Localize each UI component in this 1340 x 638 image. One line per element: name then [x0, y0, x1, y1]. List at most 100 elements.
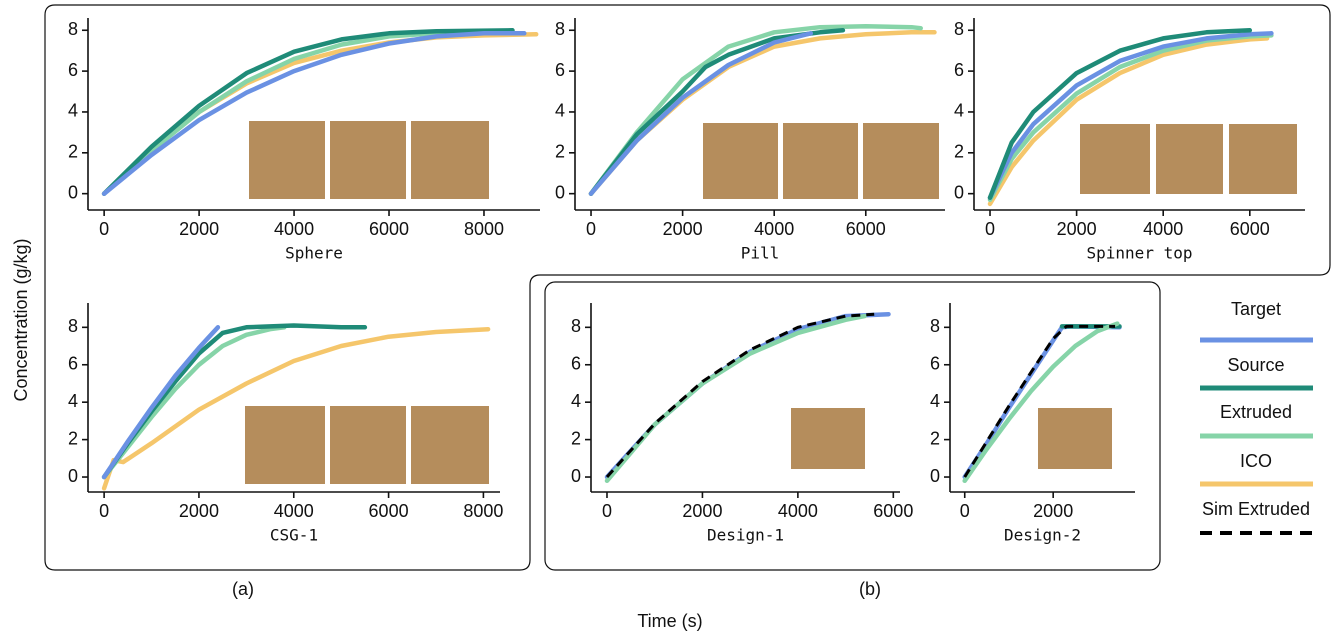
x-tick-label: 4000: [274, 219, 314, 239]
series-line: [987, 31, 1274, 200]
group-a-frame: [44, 4, 1331, 571]
y-tick-label: 4: [571, 391, 581, 411]
series-line: [101, 30, 510, 196]
x-tick-label: 6000: [369, 219, 409, 239]
legend-label: ICO: [1240, 451, 1272, 471]
subplot-label: Design-1: [707, 526, 784, 545]
x-tick-label: 0: [985, 219, 995, 239]
photo: [328, 119, 408, 201]
legend-label: Sim Extruded: [1202, 499, 1310, 519]
group-b-frame: [544, 281, 1161, 571]
x-tick-label: 6000: [846, 219, 886, 239]
y-tick-label: 6: [68, 60, 78, 80]
y-tick-label: 6: [68, 354, 78, 374]
x-tick-label: 0: [586, 219, 596, 239]
x-tick-label: 4000: [754, 219, 794, 239]
y-tick-label: 0: [571, 466, 581, 486]
y-tick-label: 0: [930, 466, 940, 486]
group-label: (a): [232, 579, 254, 599]
y-tick-label: 2: [555, 142, 565, 162]
y-tick-label: 8: [954, 19, 964, 39]
series-line: [101, 326, 491, 491]
series-line: [101, 28, 515, 196]
photo: [409, 119, 491, 201]
subplot-label: CSG-1: [270, 526, 318, 545]
y-tick-label: 6: [571, 354, 581, 374]
photo: [701, 121, 780, 201]
series-line: [101, 31, 527, 196]
y-tick-label: 0: [954, 182, 964, 202]
photos: [243, 119, 1299, 486]
x-tick-label: 2000: [663, 219, 703, 239]
photo: [789, 406, 867, 471]
series-line: [604, 313, 867, 484]
x-tick-label: 2000: [179, 501, 219, 521]
x-tick-label: 8000: [464, 219, 504, 239]
x-tick-label: 0: [99, 501, 109, 521]
series-line: [588, 31, 814, 196]
photo: [781, 121, 860, 201]
subplot-label: Design-2: [1004, 526, 1081, 545]
photo: [1154, 122, 1225, 196]
y-tick-label: 8: [68, 316, 78, 336]
subplot-label: Spinner top: [1087, 244, 1193, 263]
y-tick-label: 2: [68, 428, 78, 448]
x-tick-label: 2000: [1057, 219, 1097, 239]
x-tick-label: 2000: [1033, 501, 1073, 521]
y-tick-label: 4: [930, 391, 940, 411]
y-tick-label: 4: [555, 101, 565, 121]
photo: [1036, 406, 1114, 471]
y-tick-label: 0: [68, 466, 78, 486]
series-line: [962, 321, 1120, 484]
legend-label: Target: [1231, 299, 1281, 319]
photo: [409, 404, 491, 486]
y-tick-label: 6: [930, 354, 940, 374]
y-tick-label: 8: [68, 19, 78, 39]
y-tick-label: 0: [68, 182, 78, 202]
y-tick-label: 4: [68, 101, 78, 121]
series-line: [987, 36, 1270, 207]
x-tick-label: 4000: [778, 501, 818, 521]
x-tick-label: 6000: [369, 501, 409, 521]
x-tick-label: 4000: [274, 501, 314, 521]
x-tick-label: 6000: [873, 501, 913, 521]
x-tick-label: 0: [602, 501, 612, 521]
y-tick-label: 6: [555, 60, 565, 80]
y-tick-label: 2: [954, 142, 964, 162]
y-tick-label: 4: [68, 391, 78, 411]
x-axis-label: Time (s): [637, 611, 702, 631]
y-tick-label: 8: [555, 19, 565, 39]
legend-label: Source: [1227, 355, 1284, 375]
y-tick-label: 6: [954, 60, 964, 80]
y-tick-label: 8: [571, 316, 581, 336]
y-tick-label: 4: [954, 101, 964, 121]
x-tick-label: 6000: [1230, 219, 1270, 239]
subplot-label: Sphere: [285, 244, 343, 263]
x-tick-label: 2000: [179, 219, 219, 239]
y-axis-label: Concentration (g/kg): [11, 238, 31, 401]
x-tick-label: 0: [960, 501, 970, 521]
series-line: [101, 325, 287, 480]
y-tick-label: 2: [68, 142, 78, 162]
y-tick-label: 2: [930, 428, 940, 448]
series-line: [987, 28, 1253, 200]
series-line: [101, 325, 221, 480]
x-tick-label: 2000: [682, 501, 722, 521]
y-tick-label: 8: [930, 316, 940, 336]
x-tick-label: 8000: [463, 501, 503, 521]
photo: [1078, 122, 1152, 196]
series-line: [963, 324, 1116, 478]
photo: [243, 404, 327, 486]
subplot-label: Pill: [741, 244, 780, 263]
legend-label: Extruded: [1220, 402, 1292, 422]
y-tick-label: 2: [571, 428, 581, 448]
photo: [247, 119, 327, 201]
x-tick-label: 0: [99, 219, 109, 239]
y-tick-label: 0: [555, 182, 565, 202]
group-label: (b): [859, 579, 881, 599]
photo: [1227, 122, 1299, 196]
photo: [861, 121, 941, 201]
photo: [328, 404, 408, 486]
x-tick-label: 4000: [1143, 219, 1183, 239]
